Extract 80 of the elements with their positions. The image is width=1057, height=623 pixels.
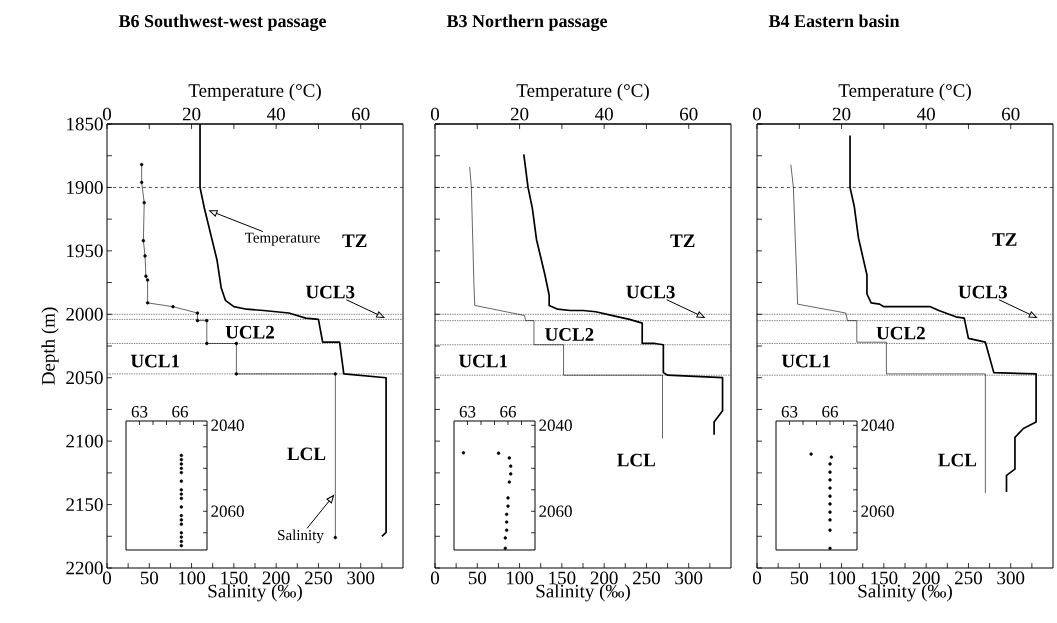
- x-tick-label: 0: [752, 571, 762, 585]
- x-tick-label: 50: [468, 571, 487, 585]
- annotation: TZ: [992, 233, 1017, 246]
- y-tick-label: 2060: [861, 505, 894, 518]
- x-tick-label: 150: [549, 571, 576, 585]
- x-tick-label: 250: [305, 571, 332, 585]
- annotation: UCL2: [225, 325, 274, 339]
- annotation: UCL3: [626, 285, 675, 299]
- annotation: UCL1: [130, 354, 180, 368]
- x2-tick-label: 0: [752, 107, 762, 121]
- x-tick-label: 250: [633, 571, 660, 585]
- y-tick-label: 2000: [66, 307, 103, 321]
- y-tick-label: 2200: [66, 561, 103, 575]
- x-tick-label: 150: [221, 571, 248, 585]
- annotation: UCL2: [545, 328, 594, 341]
- x-tick-label: 0: [102, 571, 112, 585]
- x2-tick-label: 60: [352, 107, 370, 121]
- x-tick-label: 250: [955, 571, 982, 585]
- x-tick-label: 63: [459, 406, 476, 418]
- x-tick-label: 200: [590, 571, 618, 585]
- annotation: UCL3: [958, 285, 1007, 299]
- x-tick-label: 63: [131, 406, 148, 418]
- y-tick-label: 1850: [67, 117, 103, 131]
- x-tick-label: 100: [178, 571, 206, 585]
- x-tick-label: 50: [790, 571, 809, 585]
- annotation: UCL1: [458, 354, 508, 368]
- x-tick-label: 150: [871, 571, 898, 585]
- x-tick-label: 50: [140, 571, 159, 585]
- x2-tick-label: 60: [1002, 107, 1020, 121]
- annotation: LCL: [617, 453, 656, 467]
- annotation: TZ: [670, 234, 695, 247]
- x-axis-title: Salinity (‰): [536, 584, 630, 602]
- x2-axis-title: Temperature (°C): [838, 83, 971, 101]
- y-tick-label: 2060: [211, 505, 244, 518]
- x2-tick-label: 40: [917, 107, 935, 121]
- y-tick-label: 2040: [211, 419, 244, 432]
- y-tick-label: 1900: [67, 181, 103, 194]
- annotation: UCL1: [781, 354, 830, 368]
- x-tick-label: 66: [500, 406, 517, 418]
- y-tick-label: 2050: [66, 371, 103, 385]
- x2-tick-label: 40: [595, 107, 613, 121]
- x-tick-label: 66: [822, 406, 839, 418]
- x2-tick-label: 0: [430, 107, 440, 121]
- annotation: Salinity: [278, 529, 324, 544]
- y-tick-label: 2150: [66, 498, 103, 511]
- annotation: UCL3: [305, 285, 355, 299]
- annotation: LCL: [938, 453, 977, 467]
- x2-tick-label: 20: [832, 107, 851, 121]
- x-tick-label: 300: [347, 571, 375, 585]
- x2-tick-label: 60: [680, 107, 698, 121]
- y-tick-label: 1950: [67, 244, 103, 258]
- x-tick-label: 300: [675, 571, 703, 585]
- x-tick-label: 66: [172, 406, 188, 418]
- x-tick-label: 200: [262, 571, 290, 585]
- x-tick-label: 100: [829, 571, 856, 585]
- y-tick-label: 2100: [66, 434, 103, 448]
- x2-axis-title: Temperature (°C): [188, 83, 321, 101]
- annotation: Temperature: [244, 232, 320, 246]
- y-tick-label: 2060: [539, 505, 572, 518]
- x-tick-label: 300: [997, 571, 1025, 585]
- x2-tick-label: 20: [510, 107, 529, 121]
- x-tick-label: 200: [912, 571, 940, 585]
- x-axis-title: Salinity (‰): [858, 584, 952, 602]
- y-tick-label: 2040: [861, 419, 894, 432]
- x2-tick-label: 0: [102, 107, 112, 121]
- x2-tick-label: 20: [182, 107, 201, 121]
- annotation: LCL: [287, 447, 326, 461]
- annotation: UCL2: [876, 326, 925, 340]
- x-tick-label: 0: [430, 571, 440, 585]
- x2-axis-title: Temperature (°C): [516, 83, 649, 101]
- annotation: TZ: [342, 234, 367, 247]
- x-tick-label: 63: [781, 406, 798, 418]
- x-tick-label: 100: [507, 571, 534, 585]
- chart-title: B6 Southwest-west passage: [118, 14, 327, 31]
- x-axis-title: Salinity (‰): [208, 584, 302, 602]
- y-axis-title: Depth (m): [41, 307, 59, 385]
- y-tick-label: 2040: [539, 419, 572, 432]
- chart-title: B3 Northern passage: [446, 14, 608, 31]
- x2-tick-label: 40: [267, 107, 285, 121]
- chart-title: B4 Eastern basin: [768, 14, 900, 28]
